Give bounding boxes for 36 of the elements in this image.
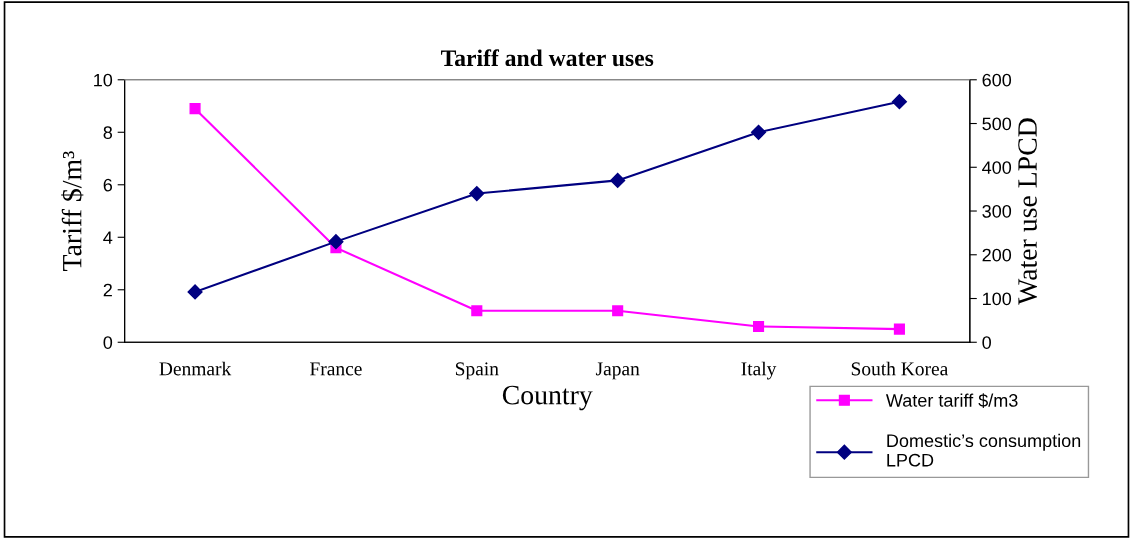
y-tick-label: 2 [103,283,112,297]
point [469,185,485,202]
y2-tick-label: 400 [982,161,1012,174]
x-tick-label: Japan [595,362,640,380]
point [471,305,483,317]
y2-tick-label: 200 [982,248,1012,262]
y-axis-title: Tariff $/m³ [61,151,84,271]
y2-tick-label: 100 [983,292,1012,306]
x-tick-label: Italy [741,361,777,380]
y-tick-label: 4 [103,231,113,244]
y-tick-label: 0 [103,336,113,349]
x-tick-label: Spain [455,362,499,380]
x-tick-label: South Korea [851,361,949,376]
point [328,234,344,250]
y2-tick-label: 300 [982,204,1012,218]
point [750,124,767,140]
point [891,94,907,110]
point [189,103,201,115]
y-tick-label: 10 [94,73,113,87]
x-tick-label: France [310,362,362,376]
point [752,320,765,333]
point [893,323,905,335]
y2-tick-label: 500 [982,117,1012,131]
point [187,284,203,300]
legend-label: Domestic’s consumption LPCD [887,433,1081,467]
y-tick-label: 6 [103,178,113,192]
point [612,305,624,317]
legend-label: Water tariff $/m3 [885,393,1018,408]
x-axis-title: Country [502,385,593,411]
y2-tick-label: 600 [982,73,1012,87]
y2-axis-title: Water use LPCD [1018,118,1038,305]
y-tick-label: 8 [103,126,113,139]
x-tick-label: Denmark [159,361,232,376]
chart-title: Tariff and water uses [441,49,654,67]
y2-tick-label: 0 [982,336,991,349]
point [610,172,626,188]
